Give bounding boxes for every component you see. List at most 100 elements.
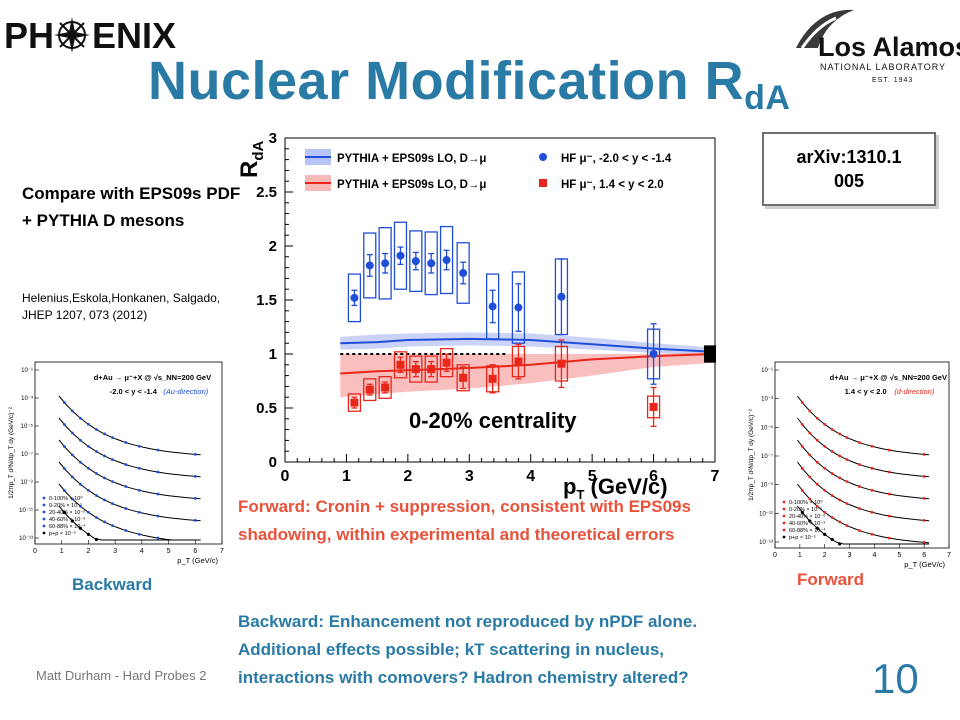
- mini-data-point: [800, 401, 804, 404]
- mini-data-point: [887, 536, 891, 540]
- data-point-red: [350, 398, 359, 407]
- mini-data-point: [800, 467, 804, 470]
- data-point-red: [459, 373, 468, 382]
- mini-frame: [34, 361, 223, 545]
- mini-data-point: [830, 450, 834, 453]
- mini-legend-marker: [782, 535, 786, 539]
- y-tick-label: 0: [269, 454, 277, 471]
- legend-marker-circle: [539, 153, 547, 161]
- mini-data-point: [815, 460, 819, 464]
- mini-data-point: [71, 497, 74, 501]
- mini-subtitle-note: (Au-direction): [163, 387, 209, 396]
- mini-fit-curve: [58, 505, 201, 541]
- mini-data-point: [838, 476, 842, 480]
- mini-fit-curve: [58, 417, 201, 478]
- mini-x-tick-label: 6: [193, 548, 197, 555]
- mini-data-point: [193, 452, 197, 456]
- mini-data-point: [922, 496, 926, 500]
- y-tick-label: 1.5: [256, 292, 277, 309]
- mini-data-point: [838, 454, 842, 458]
- mini-fit-curve: [797, 483, 930, 544]
- sys-error-box: [378, 226, 392, 300]
- mini-data-point: [79, 504, 82, 508]
- forward-conclusion: Forward: Cronin + suppression, consisten…: [238, 497, 691, 544]
- mini-data-point: [858, 463, 861, 466]
- mini-data-point: [124, 507, 128, 510]
- x-tick-label: 5: [588, 468, 597, 485]
- mini-data-point: [103, 432, 106, 436]
- data-point-blue: [557, 292, 566, 301]
- mini-legend-marker: [782, 514, 786, 518]
- data-point-blue: [411, 257, 420, 266]
- data-point-blue: [396, 251, 405, 260]
- mini-fit-curve: [797, 395, 930, 456]
- mini-data-point: [156, 448, 160, 452]
- mini-data-point: [193, 518, 197, 522]
- mini-data-point: [845, 524, 849, 527]
- backward-spectra-chart: 0 1 2 3 4 5 6 7 10⁻¹ 10⁻³ 10⁻⁵ 10⁻⁷ 10⁻⁹ 10⁻¹¹ 10⁻¹³ p_…: [8, 361, 224, 565]
- mini-subtitle: 1.4 < y < 2.0: [845, 387, 887, 396]
- mini-data-point: [156, 536, 160, 540]
- x-axis-label-unit: (GeV/c): [584, 474, 667, 499]
- mini-data-point: [111, 502, 114, 505]
- mini-data-point: [830, 472, 834, 475]
- mini-data-point: [815, 526, 819, 530]
- mini-data-point: [71, 409, 74, 413]
- mini-data-point: [79, 482, 82, 486]
- mini-frame: [774, 361, 950, 549]
- mini-fit-curve: [58, 439, 201, 500]
- x-axis-label-sub: T: [576, 487, 584, 500]
- mini-y-tick-label: 10⁻³: [761, 397, 773, 403]
- phenix-logo-text-right: ENIX: [92, 15, 176, 56]
- centrality-annotation: 0-20% centrality: [409, 408, 577, 433]
- x-tick-label: 1: [342, 468, 351, 485]
- mini-x-tick-label: 6: [922, 552, 926, 559]
- sys-error-box: [424, 355, 438, 383]
- mini-y-label: 1/2πp_T d²N/dp_T dy (GeV/c)⁻²: [8, 406, 15, 499]
- mini-data-point: [95, 516, 98, 519]
- mini-y-tick-label: 10⁻¹: [21, 368, 33, 374]
- mini-data-point: [887, 492, 891, 496]
- mini-x-tick-label: 5: [167, 548, 171, 555]
- mini-y-tick-label: 10⁻³: [21, 396, 33, 402]
- mini-data-point: [815, 438, 819, 442]
- mini-data-point: [86, 532, 91, 536]
- mini-data-point: [95, 494, 98, 497]
- y-tick-label: 1: [269, 346, 277, 363]
- mini-y-label: 1/2πp_T d²N/dp_T dy (GeV/c)⁻²: [748, 408, 755, 501]
- sys-error-box: [424, 231, 438, 296]
- legend-band-label: PYTHIA + EPS09s LO, D→μ: [337, 153, 486, 165]
- mini-x-tick-label: 1: [60, 548, 64, 555]
- sys-error-box: [363, 378, 377, 402]
- data-point-blue: [350, 293, 359, 302]
- mini-title: d+Au → μ⁻+X @ √s_NN=200 GeV: [94, 373, 211, 382]
- mini-data-point: [156, 470, 160, 474]
- mini-data-point: [124, 485, 128, 488]
- sys-error-box: [439, 225, 454, 295]
- mini-data-point: [62, 401, 66, 404]
- mini-data-point: [103, 476, 106, 480]
- mini-data-point: [137, 532, 141, 536]
- mini-data-point: [800, 445, 804, 448]
- mini-data-point: [103, 498, 106, 502]
- slide-title: Nuclear Modification RdA: [148, 50, 790, 118]
- mini-x-tick-label: 3: [848, 552, 852, 559]
- mini-data-point: [830, 494, 834, 497]
- mini-fit-curve: [797, 439, 930, 500]
- mini-data-point: [838, 498, 842, 502]
- mini-data-point: [87, 488, 90, 492]
- theory-curve-blue: [340, 337, 716, 353]
- mini-data-point: [103, 454, 106, 458]
- sys-error-box: [363, 232, 377, 299]
- mini-title: d+Au → μ⁻+X @ √s_NN=200 GeV: [830, 373, 947, 382]
- data-point-blue: [488, 302, 497, 311]
- mini-legend-label: 0-100% × 10⁰: [49, 495, 83, 502]
- mini-data-point: [156, 514, 160, 518]
- mini-data-point: [845, 458, 849, 461]
- mini-x-label: p_T (GeV/c): [904, 560, 945, 569]
- sys-error-box: [485, 273, 500, 340]
- mini-data-point: [808, 409, 812, 413]
- mini-y-tick-label: 10⁻⁹: [761, 482, 774, 489]
- mini-x-tick-label: 7: [220, 548, 224, 555]
- mini-data-point: [858, 529, 861, 532]
